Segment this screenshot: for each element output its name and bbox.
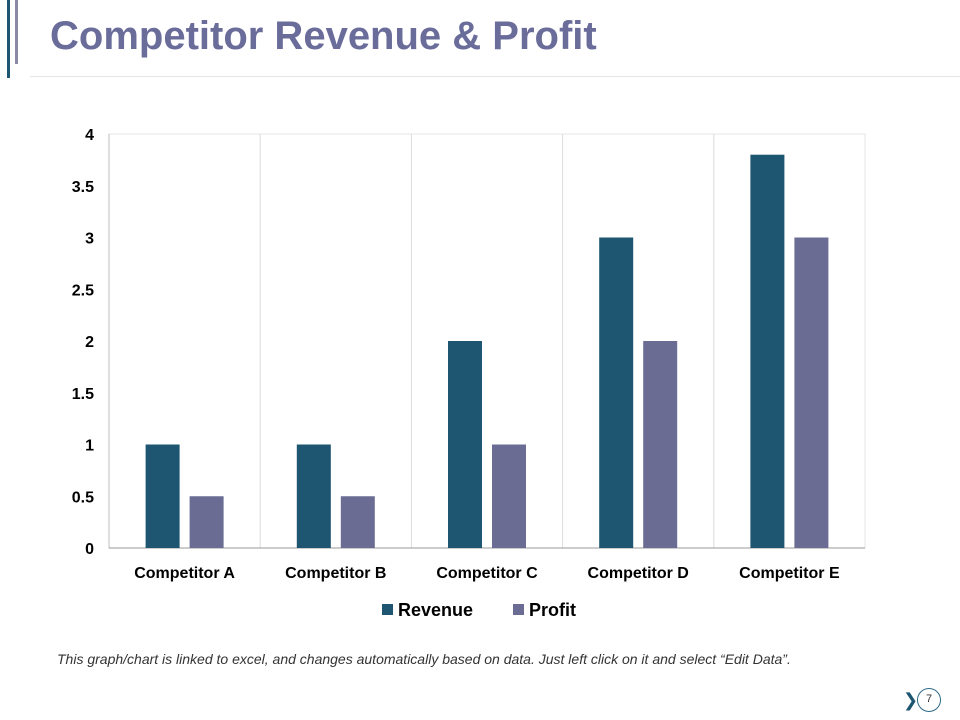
slide-title: Competitor Revenue & Profit — [50, 14, 597, 58]
bar-profit — [643, 341, 678, 548]
x-category-label: Competitor B — [285, 565, 386, 582]
bar-revenue — [448, 341, 482, 548]
y-tick-label: 2.5 — [72, 282, 94, 299]
chevron-right-icon[interactable]: ❯ — [903, 690, 919, 711]
title-accent-bar — [7, 0, 10, 78]
y-tick-label: 4 — [85, 127, 94, 144]
legend-label-profit: Profit — [529, 600, 576, 620]
y-tick-label: 3.5 — [72, 179, 94, 196]
y-tick-label: 1 — [85, 438, 94, 455]
bar-profit — [794, 237, 829, 548]
x-category-label: Competitor C — [436, 565, 538, 582]
y-tick-label: 1.5 — [72, 386, 94, 403]
x-category-label: Competitor A — [134, 565, 235, 582]
y-tick-label: 0 — [85, 541, 94, 558]
y-tick-label: 3 — [85, 231, 94, 248]
bar-revenue — [296, 444, 331, 548]
bar-revenue — [599, 237, 634, 548]
legend-swatch-profit — [513, 604, 524, 615]
bar-revenue — [145, 444, 180, 548]
title-divider — [30, 76, 960, 77]
legend-label-revenue: Revenue — [398, 600, 473, 620]
x-category-label: Competitor D — [588, 565, 689, 582]
y-tick-label: 2 — [85, 334, 94, 351]
bar-chart[interactable]: 0 0.5 1 1.5 2 2.5 3 3.5 4 Competitor A Competitor … — [0, 0, 960, 640]
title-accent-bar-secondary — [15, 0, 18, 64]
bar-profit — [492, 444, 526, 548]
x-category-label: Competitor E — [739, 565, 840, 582]
bar-revenue — [750, 154, 785, 548]
bar-profit — [340, 496, 375, 548]
footnote: This graph/chart is linked to excel, and… — [57, 651, 791, 667]
legend-swatch-revenue — [382, 604, 393, 615]
bar-profit — [189, 496, 224, 548]
y-tick-label: 0.5 — [72, 489, 94, 506]
page-number: 7 — [917, 688, 941, 712]
